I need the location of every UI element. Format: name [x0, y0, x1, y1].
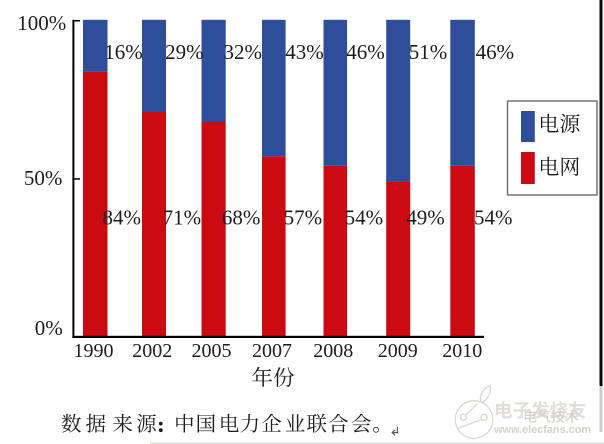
- svg-text:68%: 68%: [222, 206, 261, 230]
- svg-text:57%: 57%: [284, 206, 323, 230]
- svg-text:49%: 49%: [406, 206, 445, 230]
- svg-text:2007: 2007: [252, 340, 292, 362]
- svg-text:2008: 2008: [313, 340, 353, 362]
- svg-text:43%: 43%: [285, 40, 324, 64]
- svg-text:54%: 54%: [474, 206, 513, 230]
- svg-text:32%: 32%: [224, 40, 263, 64]
- svg-text:0%: 0%: [35, 316, 63, 340]
- svg-text:84%: 84%: [103, 206, 142, 230]
- svg-text:2005: 2005: [192, 340, 232, 362]
- svg-text:54%: 54%: [345, 206, 384, 230]
- svg-text:29%: 29%: [165, 40, 204, 64]
- svg-text:2010: 2010: [442, 340, 482, 362]
- svg-text:100%: 100%: [17, 11, 66, 35]
- svg-text:51%: 51%: [409, 40, 448, 64]
- svg-text:www.elecfans.com: www.elecfans.com: [493, 424, 591, 436]
- svg-text:46%: 46%: [476, 40, 514, 64]
- svg-text:2002: 2002: [132, 340, 172, 362]
- svg-text:71%: 71%: [163, 206, 202, 230]
- svg-text:16%: 16%: [104, 40, 143, 64]
- svg-text:1990: 1990: [74, 340, 114, 362]
- svg-text:2009: 2009: [378, 340, 418, 362]
- svg-text:46%: 46%: [346, 40, 385, 64]
- svg-text:50%: 50%: [24, 166, 63, 190]
